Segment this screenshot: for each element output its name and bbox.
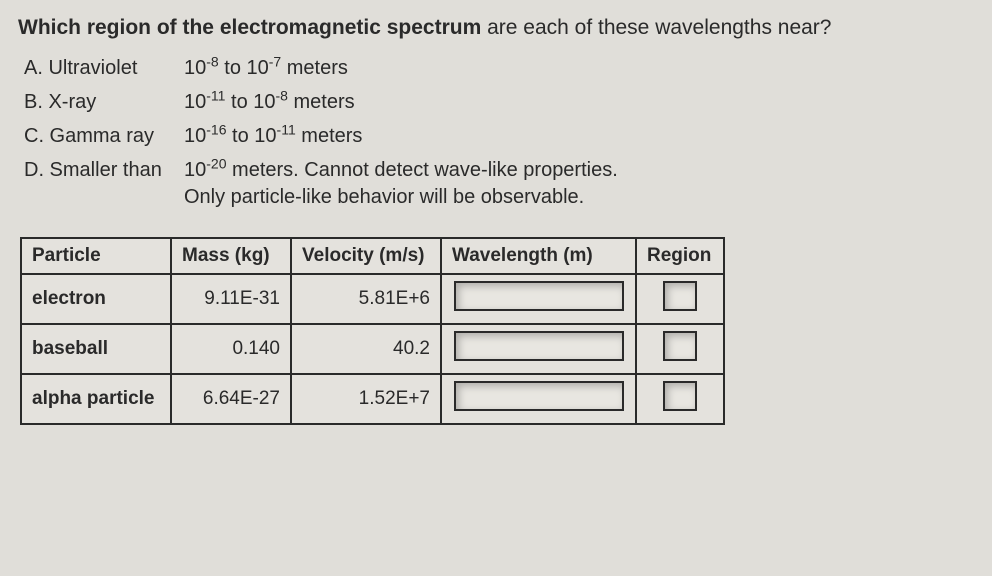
table-row: alpha particle 6.64E-27 1.52E+7	[21, 374, 724, 424]
data-table: Particle Mass (kg) Velocity (m/s) Wavele…	[20, 237, 725, 425]
cell-mass: 9.11E-31	[171, 274, 291, 324]
col-wavelength: Wavelength (m)	[441, 238, 636, 274]
region-input[interactable]	[663, 381, 697, 411]
cell-particle: alpha particle	[21, 374, 171, 424]
cell-velocity: 40.2	[291, 324, 441, 374]
option-label: C. Gamma ray	[24, 120, 184, 152]
col-velocity: Velocity (m/s)	[291, 238, 441, 274]
table-header-row: Particle Mass (kg) Velocity (m/s) Wavele…	[21, 238, 724, 274]
cell-particle: electron	[21, 274, 171, 324]
option-c: C. Gamma ray 10-16 to 10-11 meters	[24, 120, 968, 152]
wavelength-input[interactable]	[454, 381, 624, 411]
table-row: baseball 0.140 40.2	[21, 324, 724, 374]
option-label: B. X-ray	[24, 86, 184, 118]
cell-region	[636, 374, 724, 424]
region-input[interactable]	[663, 331, 697, 361]
wavelength-input[interactable]	[454, 331, 624, 361]
cell-velocity: 1.52E+7	[291, 374, 441, 424]
region-input[interactable]	[663, 281, 697, 311]
question-bold: Which region of the electromagnetic spec…	[18, 16, 481, 39]
col-particle: Particle	[21, 238, 171, 274]
option-b: B. X-ray 10-11 to 10-8 meters	[24, 86, 968, 118]
cell-mass: 6.64E-27	[171, 374, 291, 424]
cell-region	[636, 324, 724, 374]
option-range: 10-20 meters. Cannot detect wave-like pr…	[184, 157, 968, 211]
option-range: 10-8 to 10-7 meters	[184, 52, 968, 84]
cell-wavelength	[441, 324, 636, 374]
option-a: A. Ultraviolet 10-8 to 10-7 meters	[24, 52, 968, 84]
option-label: A. Ultraviolet	[24, 52, 184, 84]
question-prompt: Which region of the electromagnetic spec…	[18, 14, 968, 42]
data-table-wrap: Particle Mass (kg) Velocity (m/s) Wavele…	[20, 237, 968, 425]
option-range: 10-16 to 10-11 meters	[184, 120, 968, 152]
cell-velocity: 5.81E+6	[291, 274, 441, 324]
col-mass: Mass (kg)	[171, 238, 291, 274]
col-region: Region	[636, 238, 724, 274]
table-row: electron 9.11E-31 5.81E+6	[21, 274, 724, 324]
option-d: D. Smaller than 10-20 meters. Cannot det…	[24, 154, 968, 211]
option-range: 10-11 to 10-8 meters	[184, 86, 968, 118]
option-label: D. Smaller than	[24, 154, 184, 186]
cell-particle: baseball	[21, 324, 171, 374]
options-list: A. Ultraviolet 10-8 to 10-7 meters B. X-…	[18, 52, 968, 211]
cell-wavelength	[441, 374, 636, 424]
cell-wavelength	[441, 274, 636, 324]
cell-mass: 0.140	[171, 324, 291, 374]
cell-region	[636, 274, 724, 324]
wavelength-input[interactable]	[454, 281, 624, 311]
question-rest: are each of these wavelengths near?	[481, 16, 831, 39]
